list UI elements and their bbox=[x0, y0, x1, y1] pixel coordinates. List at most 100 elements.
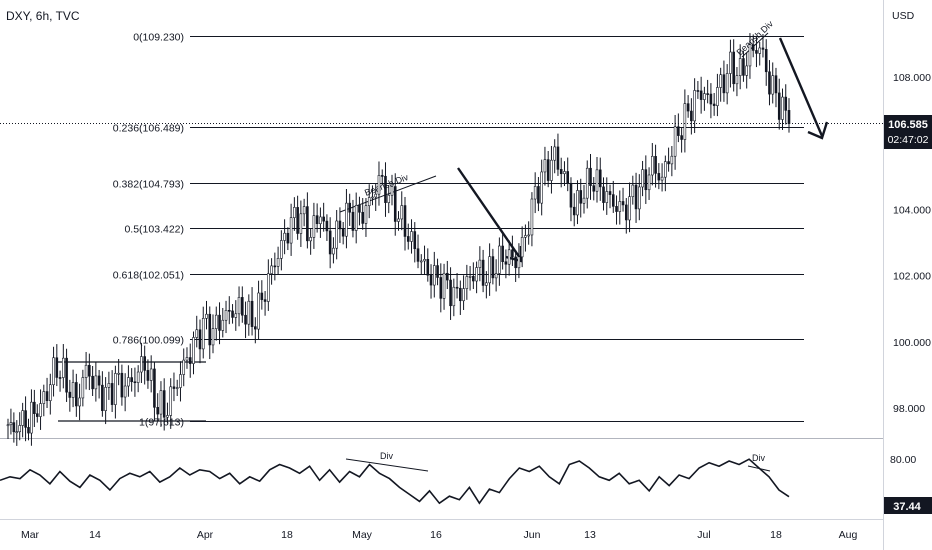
candle-body bbox=[192, 337, 195, 364]
candle-body bbox=[696, 90, 700, 92]
candle-body bbox=[114, 373, 117, 405]
time-axis[interactable]: Mar 14 Apr 18 May 16 Jun 13 Jul 18 Aug bbox=[21, 529, 858, 541]
candle-body bbox=[101, 384, 104, 411]
candle-body bbox=[364, 205, 368, 224]
fib-level-label: 0.236(106.489) bbox=[113, 123, 184, 135]
candle-body bbox=[110, 383, 114, 405]
candle-body bbox=[416, 248, 420, 262]
candle-body bbox=[75, 382, 78, 407]
candle-body bbox=[247, 300, 251, 325]
down-arrow-shaft-2[interactable] bbox=[778, 37, 824, 137]
candle-body bbox=[511, 249, 514, 258]
candle-body bbox=[254, 326, 257, 330]
candle-body bbox=[641, 169, 644, 188]
candle-body bbox=[224, 309, 228, 321]
candle-body bbox=[719, 74, 722, 88]
oscillator-pane[interactable] bbox=[0, 458, 790, 505]
candle-body bbox=[777, 92, 781, 120]
candle-body bbox=[227, 309, 231, 312]
osc-div-label-2: Div bbox=[752, 453, 765, 463]
candle-body bbox=[598, 169, 602, 188]
time-axis-tick: 16 bbox=[430, 529, 442, 541]
candle-body bbox=[136, 371, 140, 383]
candle-body bbox=[553, 146, 557, 161]
candle-body bbox=[761, 47, 765, 50]
candle-body bbox=[387, 194, 391, 203]
candle-body bbox=[504, 261, 508, 265]
candle-body bbox=[104, 387, 107, 411]
candle-body bbox=[377, 175, 381, 195]
candle-body bbox=[771, 75, 775, 95]
candle-body bbox=[273, 265, 277, 268]
candle-body bbox=[494, 273, 498, 279]
candle-body bbox=[546, 159, 550, 181]
down-arrow-shaft-1[interactable] bbox=[457, 167, 521, 259]
candle-body bbox=[442, 272, 446, 299]
candle-body bbox=[27, 427, 30, 434]
candle-body bbox=[748, 44, 752, 67]
candle-body bbox=[328, 230, 332, 255]
candle-body bbox=[419, 260, 423, 263]
candle-body bbox=[517, 256, 521, 269]
candle-body bbox=[725, 73, 729, 94]
candle-body bbox=[218, 314, 221, 331]
candle-body bbox=[315, 215, 319, 225]
candle-body bbox=[270, 265, 273, 274]
candle-body bbox=[654, 156, 657, 174]
candle-body bbox=[21, 410, 24, 426]
price-series[interactable] bbox=[6, 33, 791, 446]
candle-body bbox=[673, 126, 677, 157]
candle-body bbox=[156, 407, 159, 415]
candle-body bbox=[459, 287, 462, 302]
candle-body bbox=[413, 231, 417, 250]
candle-body bbox=[498, 245, 501, 274]
candle-body bbox=[699, 90, 703, 100]
candle-body bbox=[263, 299, 267, 302]
candle-body bbox=[133, 381, 137, 384]
candle-body bbox=[572, 206, 576, 216]
drawn-trendlines[interactable]: Bearish Div Bearish Div Div Div bbox=[58, 18, 829, 472]
candle-body bbox=[589, 167, 592, 186]
candle-body bbox=[306, 206, 309, 242]
candle-body bbox=[452, 286, 456, 307]
candle-body bbox=[602, 186, 605, 203]
down-arrow-head-2[interactable] bbox=[807, 121, 829, 140]
fibonacci-retracement[interactable]: 0(109.230) 0.236(106.489) 0.382(104.793) 0.… bbox=[113, 32, 804, 429]
candle-body bbox=[618, 201, 622, 212]
candle-body bbox=[332, 247, 335, 255]
candle-body bbox=[582, 197, 586, 204]
time-axis-tick: 18 bbox=[281, 529, 293, 541]
candle-body bbox=[449, 279, 452, 307]
candle-body bbox=[361, 211, 365, 224]
candle-body bbox=[781, 96, 784, 120]
candle-body bbox=[693, 90, 696, 122]
candle-body bbox=[12, 422, 16, 433]
candle-body bbox=[677, 126, 680, 136]
candle-body bbox=[488, 256, 491, 284]
candle-body bbox=[644, 169, 648, 191]
candle-body bbox=[374, 193, 378, 198]
candle-body bbox=[380, 175, 384, 177]
candle-body bbox=[140, 356, 143, 373]
candle-body bbox=[351, 211, 355, 231]
time-axis-tick: Jun bbox=[524, 529, 541, 541]
candle-body bbox=[237, 297, 241, 315]
osc-div-line-1[interactable] bbox=[345, 458, 429, 472]
candle-body bbox=[283, 232, 286, 241]
fib-level-label: 0(109.230) bbox=[133, 32, 184, 44]
candle-body bbox=[289, 217, 293, 244]
candle-body bbox=[208, 313, 212, 346]
candle-body bbox=[221, 319, 225, 331]
candle-body bbox=[348, 202, 351, 213]
candle-body bbox=[299, 213, 303, 234]
candle-body bbox=[624, 204, 628, 221]
candle-body bbox=[241, 297, 244, 316]
time-axis-tick: Apr bbox=[197, 529, 214, 541]
candle-body bbox=[524, 235, 527, 238]
candle-body bbox=[481, 259, 485, 286]
candle-body bbox=[690, 110, 693, 122]
currency-label: USD bbox=[892, 10, 915, 22]
candle-body bbox=[660, 176, 664, 181]
oscillator-line[interactable] bbox=[0, 458, 790, 505]
